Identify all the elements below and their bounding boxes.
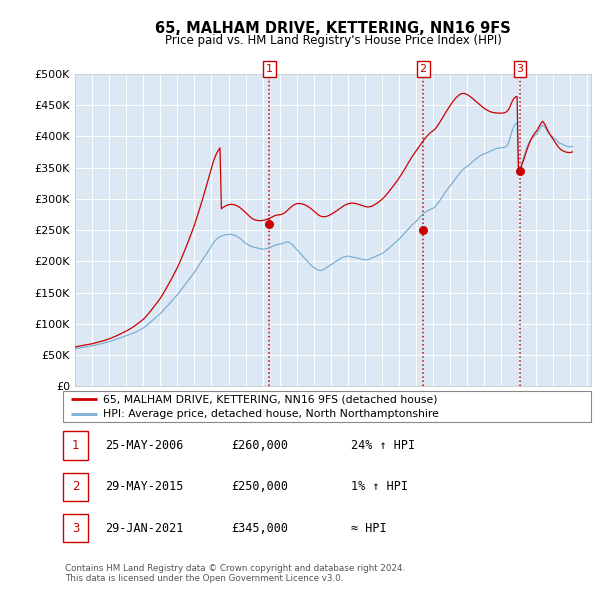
Point <box>418 225 428 235</box>
Text: 25-MAY-2006: 25-MAY-2006 <box>105 439 184 452</box>
Text: Price paid vs. HM Land Registry's House Price Index (HPI): Price paid vs. HM Land Registry's House … <box>164 34 502 47</box>
Text: £260,000: £260,000 <box>231 439 288 452</box>
Text: £345,000: £345,000 <box>231 522 288 535</box>
Point <box>265 219 274 228</box>
Text: 3: 3 <box>72 522 79 535</box>
Point <box>515 166 524 175</box>
Text: 2: 2 <box>419 64 427 74</box>
Text: 1: 1 <box>266 64 273 74</box>
Text: Contains HM Land Registry data © Crown copyright and database right 2024.
This d: Contains HM Land Registry data © Crown c… <box>65 563 405 583</box>
Text: 3: 3 <box>516 64 523 74</box>
Text: 65, MALHAM DRIVE, KETTERING, NN16 9FS: 65, MALHAM DRIVE, KETTERING, NN16 9FS <box>155 21 511 35</box>
Text: 29-JAN-2021: 29-JAN-2021 <box>105 522 184 535</box>
Text: 65, MALHAM DRIVE, KETTERING, NN16 9FS (detached house): 65, MALHAM DRIVE, KETTERING, NN16 9FS (d… <box>103 394 437 404</box>
Text: 2: 2 <box>72 480 79 493</box>
Text: HPI: Average price, detached house, North Northamptonshire: HPI: Average price, detached house, Nort… <box>103 409 439 419</box>
Text: ≈ HPI: ≈ HPI <box>351 522 386 535</box>
Text: 1: 1 <box>72 439 79 452</box>
Text: 24% ↑ HPI: 24% ↑ HPI <box>351 439 415 452</box>
Text: £250,000: £250,000 <box>231 480 288 493</box>
Text: 1% ↑ HPI: 1% ↑ HPI <box>351 480 408 493</box>
Text: 29-MAY-2015: 29-MAY-2015 <box>105 480 184 493</box>
